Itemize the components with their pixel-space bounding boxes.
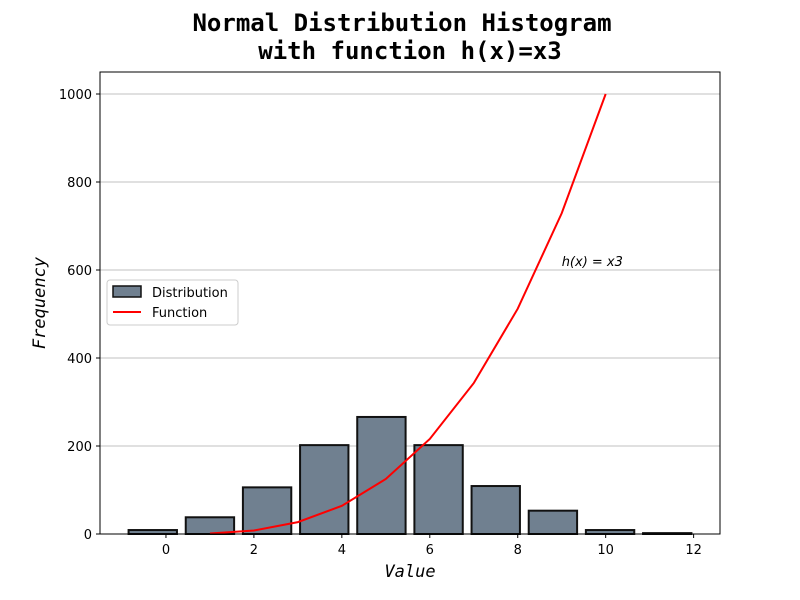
chart-title: Normal Distribution Histogram with funct…: [192, 9, 611, 65]
title-line-1: Normal Distribution Histogram: [192, 9, 611, 37]
plot-frame: [99, 71, 721, 535]
y-tick-label: 0: [84, 528, 92, 543]
histogram-bar: [241, 486, 293, 535]
function-annotation: h(x) = x3: [562, 255, 623, 270]
legend-label-function: Function: [152, 306, 207, 321]
y-tick-label: 200: [67, 440, 92, 455]
histogram-bar: [299, 444, 350, 535]
x-axis-label: Value: [384, 562, 435, 582]
legend: Distribution Function: [106, 279, 239, 326]
histogram-bar: [470, 485, 521, 536]
histogram-bar: [356, 415, 407, 535]
histogram-bar: [413, 444, 464, 535]
x-tick-label: 10: [597, 543, 614, 558]
function-line: [209, 93, 607, 535]
y-tick-label: 1000: [59, 88, 92, 103]
title-line-2: with function h(x)=x3: [258, 37, 561, 65]
legend-label-distribution: Distribution: [152, 286, 228, 301]
function-line-path: [209, 93, 607, 535]
histogram-bar: [127, 529, 178, 535]
x-tick-label: 8: [514, 543, 522, 558]
x-tick-label: 12: [685, 543, 702, 558]
histogram-bar: [584, 529, 636, 535]
x-tick-label: 6: [426, 543, 434, 558]
y-tick-label: 800: [67, 176, 92, 191]
x-tick-label: 0: [162, 543, 170, 558]
x-axis-ticks: 0 2 4 6 8 10 12: [162, 534, 702, 558]
histogram-bars: [127, 415, 693, 536]
x-tick-label: 2: [250, 543, 258, 558]
x-tick-label: 4: [338, 543, 346, 558]
y-tick-label: 400: [67, 352, 92, 367]
y-axis-ticks: 0 200 400 600 800 1000: [59, 88, 100, 543]
histogram-bar: [527, 509, 579, 535]
legend-swatch-distribution: [112, 285, 142, 298]
y-tick-label: 600: [67, 264, 92, 279]
y-axis-label: Frequency: [30, 256, 50, 349]
